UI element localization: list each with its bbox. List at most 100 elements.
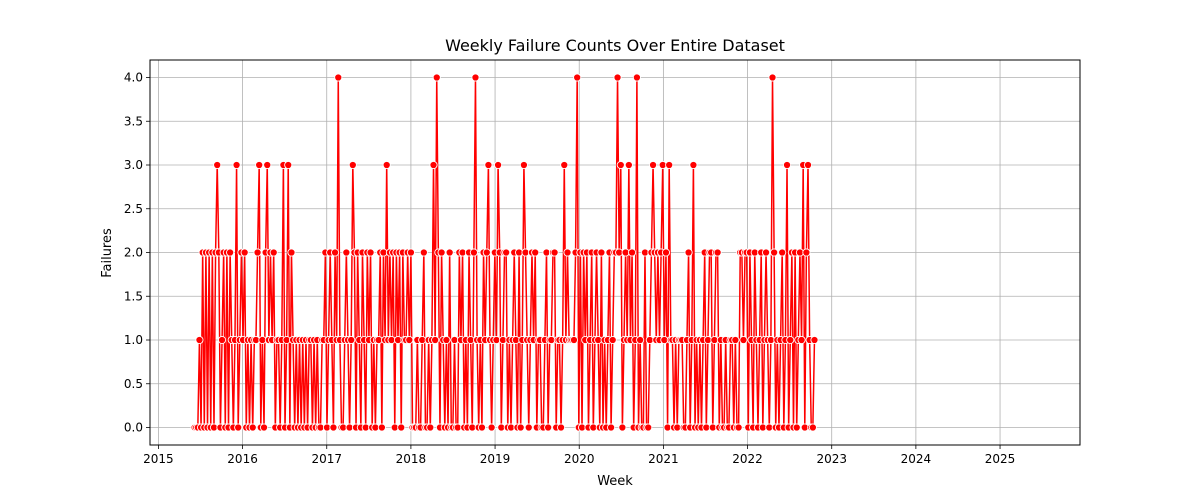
data-point bbox=[471, 73, 480, 82]
data-point bbox=[734, 423, 743, 432]
data-point bbox=[731, 335, 740, 345]
data-point bbox=[782, 160, 792, 170]
data-point bbox=[636, 335, 645, 345]
data-point bbox=[569, 335, 579, 345]
data-point bbox=[803, 160, 813, 170]
data-point bbox=[665, 160, 674, 170]
y-tick-label: 2.5 bbox=[124, 202, 143, 216]
data-point bbox=[232, 160, 241, 170]
data-point bbox=[778, 248, 787, 257]
data-point bbox=[768, 73, 777, 82]
data-point bbox=[259, 423, 269, 432]
data-point bbox=[519, 160, 528, 170]
x-tick-label: 2016 bbox=[227, 452, 258, 466]
data-point bbox=[330, 248, 340, 257]
y-tick-label: 2.0 bbox=[124, 246, 143, 260]
data-point bbox=[810, 335, 819, 345]
x-tick-label: 2020 bbox=[564, 452, 595, 466]
y-tick-label: 0.5 bbox=[124, 377, 143, 391]
data-point bbox=[649, 160, 658, 170]
data-point bbox=[516, 423, 525, 432]
data-point bbox=[445, 248, 454, 257]
data-point bbox=[240, 248, 249, 257]
data-point bbox=[792, 423, 801, 432]
x-tick-layer: 2015 2016 2017 2018 2019 2020 2021 2022 2023 2024… bbox=[143, 445, 1015, 466]
data-point bbox=[469, 248, 478, 257]
data-point bbox=[342, 248, 351, 257]
x-tick-label: 2022 bbox=[732, 452, 763, 466]
data-point bbox=[797, 335, 806, 345]
data-point bbox=[382, 160, 391, 170]
data-point bbox=[573, 73, 582, 82]
data-point bbox=[269, 248, 278, 257]
data-point bbox=[563, 248, 572, 257]
data-point bbox=[502, 248, 511, 257]
data-point bbox=[544, 423, 553, 432]
data-point bbox=[770, 248, 779, 257]
data-point bbox=[482, 248, 491, 257]
data-point bbox=[226, 248, 235, 257]
data-point bbox=[366, 248, 375, 257]
data-point bbox=[234, 423, 243, 432]
y-tick-label: 1.5 bbox=[124, 289, 143, 303]
data-point bbox=[348, 160, 357, 170]
data-point bbox=[263, 160, 272, 170]
data-point bbox=[442, 335, 451, 345]
data-point bbox=[607, 423, 616, 432]
y-tick-label: 1.0 bbox=[124, 333, 143, 347]
y-tick-label: 3.0 bbox=[124, 158, 143, 172]
x-tick-label: 2015 bbox=[143, 452, 174, 466]
x-tick-label: 2019 bbox=[480, 452, 511, 466]
x-tick-label: 2023 bbox=[816, 452, 847, 466]
data-point bbox=[406, 248, 415, 257]
data-point bbox=[597, 248, 606, 257]
data-point bbox=[616, 160, 625, 170]
data-point bbox=[713, 248, 722, 257]
y-tick-label: 3.5 bbox=[124, 114, 143, 128]
x-tick-label: 2017 bbox=[311, 452, 342, 466]
data-point bbox=[628, 248, 637, 257]
data-point bbox=[347, 335, 356, 345]
data-point bbox=[494, 160, 503, 170]
data-point bbox=[613, 73, 622, 82]
data-point bbox=[786, 335, 795, 345]
marker-layer bbox=[190, 73, 819, 432]
data-point bbox=[329, 423, 338, 432]
data-point bbox=[397, 423, 406, 432]
y-tick-label: 4.0 bbox=[124, 71, 143, 85]
data-point bbox=[334, 73, 343, 82]
data-point bbox=[477, 423, 486, 432]
data-point bbox=[377, 423, 386, 432]
data-point bbox=[195, 335, 204, 345]
data-point bbox=[255, 160, 264, 170]
data-point bbox=[644, 423, 653, 432]
data-point bbox=[684, 248, 693, 257]
data-point bbox=[253, 248, 262, 257]
data-point bbox=[550, 248, 559, 257]
data-point bbox=[624, 160, 633, 170]
data-point bbox=[560, 160, 569, 170]
data-point bbox=[608, 335, 617, 345]
data-point bbox=[556, 423, 566, 432]
x-tick-label: 2018 bbox=[396, 452, 427, 466]
data-point bbox=[531, 248, 540, 257]
data-point bbox=[739, 335, 748, 345]
data-point bbox=[432, 73, 441, 82]
data-point bbox=[484, 160, 493, 170]
x-tick-label: 2024 bbox=[901, 452, 932, 466]
y-tick-layer: 0.0 0.5 1.0 1.5 2.0 2.5 3.0 3.5 4.0 bbox=[124, 71, 150, 435]
data-point bbox=[405, 335, 414, 345]
x-tick-label: 2021 bbox=[648, 452, 679, 466]
y-tick-label: 0.0 bbox=[124, 421, 143, 435]
data-point bbox=[487, 423, 496, 432]
x-tick-label: 2025 bbox=[985, 452, 1016, 466]
data-point bbox=[419, 248, 428, 257]
data-point bbox=[213, 160, 222, 170]
data-point bbox=[429, 160, 438, 170]
data-point bbox=[217, 335, 227, 345]
x-axis-label: Week bbox=[597, 474, 633, 489]
data-point bbox=[248, 423, 257, 432]
data-point bbox=[661, 248, 671, 257]
